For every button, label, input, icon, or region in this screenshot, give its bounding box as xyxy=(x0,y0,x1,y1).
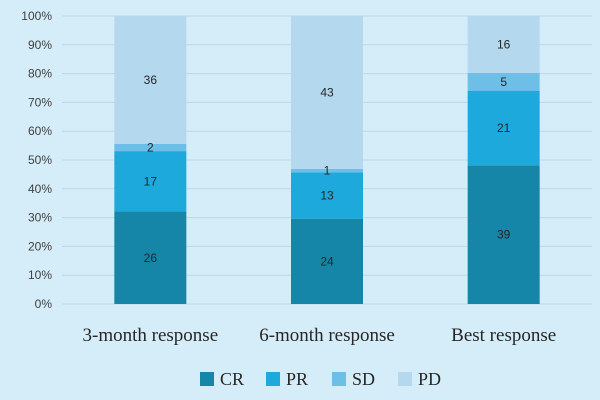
legend-label-pd: PD xyxy=(418,369,441,389)
data-label: 36 xyxy=(144,73,158,87)
data-label: 2 xyxy=(147,141,154,155)
bar-cr-2 xyxy=(291,218,363,304)
y-tick-label: 80% xyxy=(28,67,52,81)
legend: CR PR SD PD xyxy=(200,369,441,389)
bar-cr-3 xyxy=(467,165,540,304)
bar-pd-3 xyxy=(467,16,540,73)
data-label: 17 xyxy=(144,174,158,188)
legend-swatch-cr xyxy=(200,372,214,386)
data-label: 1 xyxy=(324,164,331,178)
bars xyxy=(114,16,540,304)
data-label: 26 xyxy=(144,251,158,265)
data-label: 39 xyxy=(497,228,511,242)
bar-pd-2 xyxy=(291,16,363,169)
y-tick-label: 100% xyxy=(21,9,52,23)
y-tick-label: 90% xyxy=(28,38,52,52)
y-tick-label: 70% xyxy=(28,95,52,109)
data-label: 43 xyxy=(320,85,334,99)
bar-sd-1 xyxy=(114,144,187,152)
data-label: 21 xyxy=(497,121,511,135)
y-tick-label: 40% xyxy=(28,182,52,196)
y-tick-label: 30% xyxy=(28,211,52,225)
legend-swatch-sd xyxy=(332,372,346,386)
bar-sd-2 xyxy=(291,168,363,173)
bar-pr-2 xyxy=(291,172,363,219)
x-category-label: 3-month response xyxy=(83,325,219,346)
y-tick-label: 20% xyxy=(28,239,52,253)
y-tick-label: 10% xyxy=(28,268,52,282)
x-category-label: 6-month response xyxy=(259,325,395,346)
y-axis-ticks: 0% 10% 20% 30% 40% 50% 60% 70% 80% 90% 100% xyxy=(21,9,52,311)
y-tick-label: 0% xyxy=(35,297,53,311)
data-label: 13 xyxy=(320,189,334,203)
legend-label-cr: CR xyxy=(220,369,244,389)
bar-pr-3 xyxy=(467,90,540,166)
x-axis-categories: 3-month response 6-month response Best res… xyxy=(83,325,557,346)
data-labels: 26 17 2 36 24 13 1 43 39 21 5 16 xyxy=(144,37,511,268)
y-tick-label: 50% xyxy=(28,153,52,167)
legend-swatch-pr xyxy=(266,372,280,386)
legend-label-sd: SD xyxy=(352,369,375,389)
data-label: 24 xyxy=(320,254,334,268)
bar-pr-1 xyxy=(114,151,187,212)
bar-pd-1 xyxy=(114,16,187,144)
x-category-label: Best response xyxy=(451,325,556,346)
y-tick-label: 60% xyxy=(28,124,52,138)
bar-cr-1 xyxy=(114,211,187,304)
data-label: 5 xyxy=(500,75,507,89)
legend-label-pr: PR xyxy=(286,369,308,389)
bar-sd-3 xyxy=(467,72,540,91)
data-label: 16 xyxy=(497,37,511,51)
legend-swatch-pd xyxy=(398,372,412,386)
